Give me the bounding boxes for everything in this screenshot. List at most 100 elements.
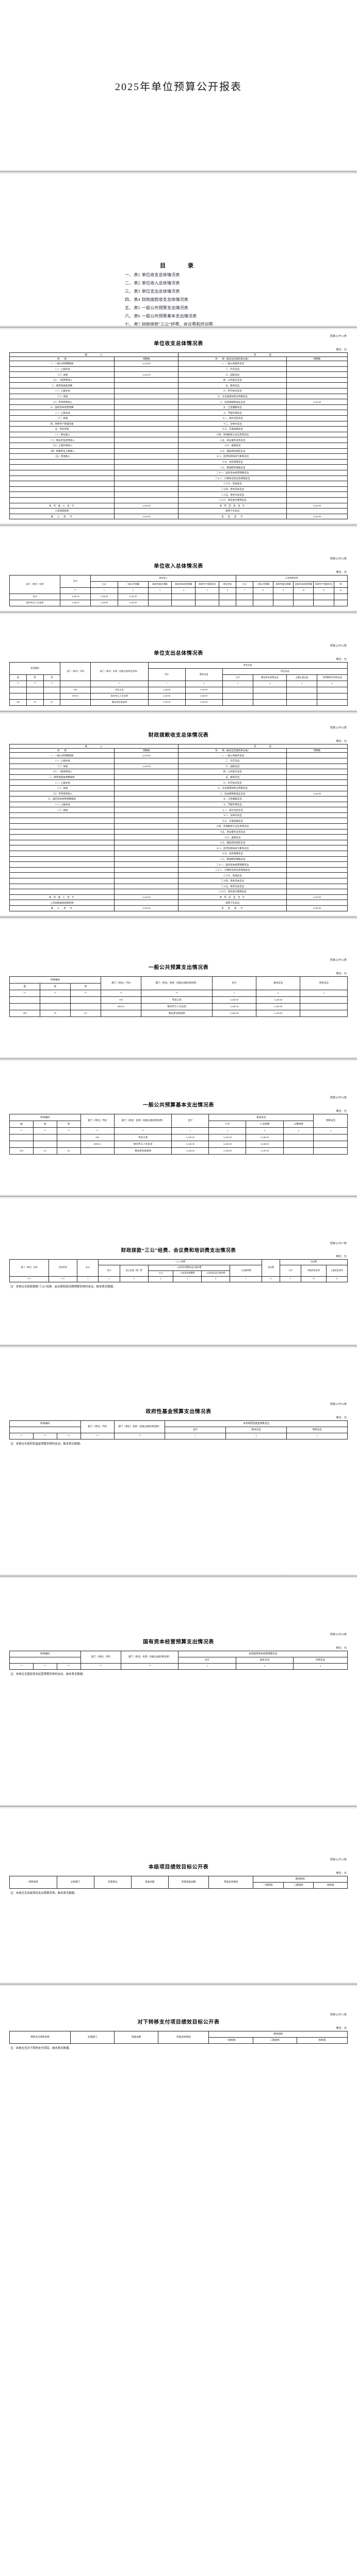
row-value-1: 3,240.00 bbox=[60, 594, 91, 601]
income-item-value bbox=[114, 481, 179, 487]
page-table-10: 预算公开10表 本级项目绩效目标公开表 单位：元 项目名称 主管部门 实施单位 … bbox=[0, 1808, 357, 1982]
income-item-value bbox=[114, 845, 179, 852]
col-project-expense: 项目支出 bbox=[313, 1113, 348, 1128]
col-expense-item: 项 目（按支出功能科目分类） bbox=[178, 748, 287, 753]
currency-unit-label: 单位：元 bbox=[336, 1871, 347, 1875]
expense-item-label: 十九、住房保障支出 bbox=[178, 851, 287, 857]
budget-report-document: 2025年单位预算公开报表 目 录 一、表1 单位收支总体情况表 二、表2 单位收入总… bbox=[0, 81, 357, 2050]
toc-item-2[interactable]: 二、表2 单位收入总体情况表 bbox=[125, 279, 256, 287]
table-row: （一）上级补助 二、外交支出 bbox=[9, 366, 348, 372]
col-number-8: 3 bbox=[246, 1127, 284, 1134]
col-number-5: 3 bbox=[119, 1276, 149, 1282]
toc-item-5[interactable]: 五、表5 一般公共预算支出情况表 bbox=[125, 304, 256, 312]
col-training-local-fund: 本级资金安排 bbox=[301, 1264, 327, 1277]
col-number-1: ** bbox=[9, 681, 27, 688]
income-summary-label: 上年财政拨款结转结余 bbox=[9, 900, 115, 906]
toc-item-4[interactable]: 四、表4 财政拨款收支总体情况表 bbox=[125, 296, 256, 304]
col-dept-code: 部门（单位）代码 bbox=[80, 1113, 115, 1128]
expense-item-value bbox=[286, 845, 348, 852]
income-item-label bbox=[9, 464, 115, 470]
income-item-label: 一、一般公共预算拨款 bbox=[9, 361, 115, 367]
row-dept-name: 梧州市工人文化宫 bbox=[114, 1140, 172, 1148]
col-year-3: 政府性基金预算 bbox=[148, 581, 172, 588]
col-number-2: ** bbox=[33, 1432, 57, 1439]
col-project-expense: 项目支出 bbox=[293, 1656, 348, 1664]
income-item-value bbox=[114, 801, 179, 808]
income-item-value bbox=[114, 464, 179, 470]
table-row: 二、政府性基金预算 五、教育支出 bbox=[9, 382, 348, 389]
col-dept-code: 部门（单位）代码 bbox=[60, 662, 91, 682]
expense-summary-label: 支 出 总 计 bbox=[178, 513, 287, 520]
col-number-1: ** bbox=[60, 587, 91, 595]
expense-item-value bbox=[286, 415, 348, 421]
income-item-label: （四）附属单位上缴收入 bbox=[9, 448, 115, 454]
col-number-10: 8 bbox=[262, 1276, 280, 1282]
report-title: 单位收支总体情况表 bbox=[154, 341, 203, 347]
table-unit-expenditure-overview: 科目编码 部门（单位）代码 部门（单位）名称（功能分类科目名称） 本年支出 合计… bbox=[9, 662, 348, 706]
row-project bbox=[313, 1140, 348, 1148]
expense-item-value bbox=[286, 883, 348, 890]
col-number-2: ** bbox=[33, 1663, 57, 1670]
col-year-6: 单位资金 bbox=[219, 581, 236, 588]
document-title: 2025年单位预算公开报表 bbox=[115, 81, 242, 93]
col-kuan: 款 bbox=[26, 674, 44, 682]
col-dept-name: 部门（单位）名称 bbox=[9, 575, 61, 595]
income-item-label bbox=[9, 481, 115, 487]
table-row: 十五、商业服务业等支出 bbox=[9, 828, 348, 835]
toc-item-6[interactable]: 六、表6 一般公共预算基本支出情况表 bbox=[125, 312, 256, 320]
income-item-value bbox=[114, 377, 179, 383]
income-summary-value: 3,240.00 bbox=[114, 513, 179, 520]
col-subject-code: 科目编码 bbox=[9, 662, 61, 675]
table-row: 二、政府性基金预算拨款 五、教育支出 bbox=[9, 774, 348, 781]
row-value-7 bbox=[219, 600, 236, 607]
row-kuan bbox=[33, 1140, 57, 1148]
col-number-7: 2 bbox=[235, 1663, 294, 1670]
col-subject-code: 科目编码 bbox=[9, 1113, 81, 1121]
col-number-7: 2 bbox=[208, 1127, 247, 1134]
col-number-4: ** bbox=[80, 1432, 115, 1439]
income-item-value bbox=[114, 415, 179, 421]
row-business bbox=[252, 699, 287, 706]
income-item-label: （二）本级 bbox=[9, 763, 115, 770]
expense-item-value bbox=[286, 382, 348, 389]
table-summary-row: 收 入 总 计 3,240.00 支 出 总 计 3,240.00 bbox=[9, 513, 348, 520]
row-dept-name: 市总工会 bbox=[90, 687, 149, 694]
toc-item-1[interactable]: 一、表1 单位收支总体情况表 bbox=[125, 271, 256, 279]
row-basic: 3,240.00 bbox=[256, 1009, 301, 1017]
col-xiang: 项 bbox=[70, 982, 101, 990]
expense-item-label: 二十五、债务付息支出 bbox=[178, 492, 287, 498]
table-note: 注：本单位无对下转移支付项目，故本表无数据。 bbox=[10, 2046, 72, 2050]
expense-item-label: 十六、金融支出 bbox=[178, 834, 287, 840]
toc-item-label: 单位收入总体情况表 bbox=[141, 280, 180, 285]
expense-item-label: 二十六、债务发行费用支出 bbox=[178, 889, 287, 895]
col-implementation-unit: 实施单位 bbox=[93, 1875, 132, 1889]
expense-item-label: 十八、自然资源海洋气象等支出 bbox=[178, 845, 287, 852]
income-summary-label: 本 年 收 入 合 计 bbox=[9, 894, 115, 901]
income-item-value: 3,240.00 bbox=[114, 371, 179, 378]
expense-item-value bbox=[286, 861, 348, 868]
table-row: （一）事业收入 十四、资源勘探工业信息等支出 bbox=[9, 431, 348, 438]
col-dept-code: 部门（单位）代码 bbox=[100, 976, 142, 990]
expense-item-value bbox=[286, 420, 348, 427]
toc-heading: 目 录 bbox=[160, 263, 197, 269]
income-item-label bbox=[9, 497, 115, 503]
col-kuan: 款 bbox=[33, 1120, 57, 1128]
income-item-value bbox=[114, 883, 179, 890]
expense-item-label: 十、节能环保支出 bbox=[178, 410, 287, 416]
income-item-value bbox=[114, 426, 179, 432]
col-number-2: ** bbox=[26, 681, 44, 688]
income-item-value bbox=[114, 878, 179, 884]
toc-item-3[interactable]: 三、表3 单位支出总体情况表 bbox=[125, 287, 256, 296]
col-subject-code: 科目编码 bbox=[9, 1420, 81, 1427]
table-row: 十九、住房保障支出 bbox=[9, 851, 348, 857]
col-income-budget: 预算数 bbox=[114, 748, 179, 753]
expense-item-value: 3,240.00 bbox=[286, 790, 348, 797]
col-number-9: 4 bbox=[283, 1127, 314, 1134]
col-total: 合计 bbox=[171, 1113, 209, 1128]
income-item-label: （一）上级补助 bbox=[9, 779, 115, 786]
col-number-5: 4 bbox=[171, 587, 196, 595]
col-main-department: 主管部门 bbox=[70, 2030, 115, 2044]
toc-item-7[interactable]: 七、表7 财政拨款“三公”经费、会议费和培训费 bbox=[125, 320, 256, 326]
col-carry-4: 国有资本经营预算 bbox=[293, 581, 314, 588]
income-item-value bbox=[114, 823, 179, 829]
